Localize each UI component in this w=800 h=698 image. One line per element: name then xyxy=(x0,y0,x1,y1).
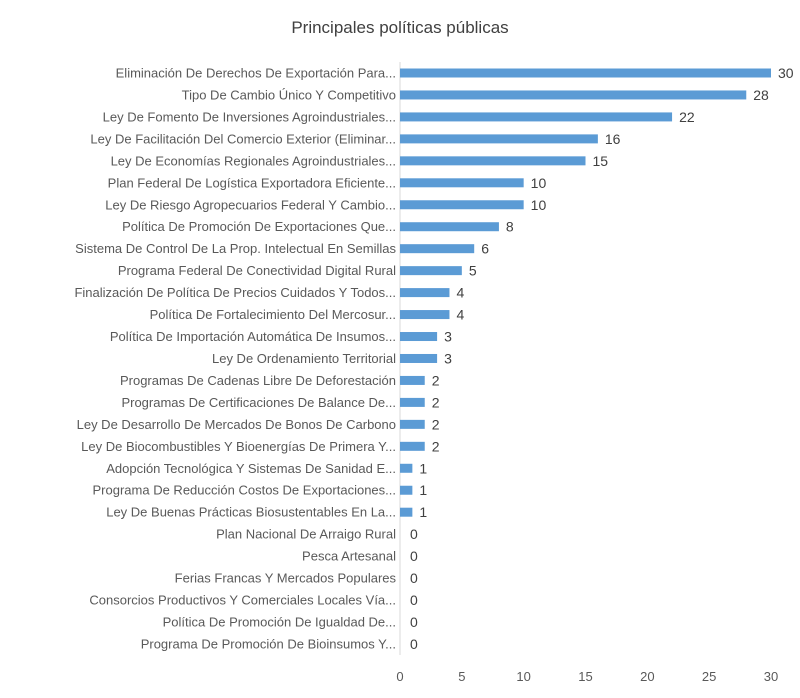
data-label: 0 xyxy=(410,636,418,652)
category-label: Sistema De Control De La Prop. Intelectu… xyxy=(75,241,396,256)
category-label: Consorcios Productivos Y Comerciales Loc… xyxy=(89,593,396,608)
bar xyxy=(400,463,413,473)
bar xyxy=(400,332,438,342)
category-label: Programas De Cadenas Libre De Deforestac… xyxy=(120,373,396,388)
category-label: Ley De Desarrollo De Mercados De Bonos D… xyxy=(77,417,396,432)
x-tick-label: 10 xyxy=(516,669,530,684)
data-label: 0 xyxy=(410,592,418,608)
category-label: Política De Promoción De Igualdad De... xyxy=(163,615,396,630)
bar xyxy=(400,375,425,385)
category-label: Plan Federal De Logística Exportadora Ef… xyxy=(108,175,396,190)
data-label: 1 xyxy=(419,482,427,498)
category-label: Finalización De Política De Precios Cuid… xyxy=(74,285,396,300)
bar xyxy=(400,200,524,210)
data-label: 1 xyxy=(419,504,427,520)
bar xyxy=(400,397,425,407)
category-label: Pesca Artesanal xyxy=(302,549,396,564)
data-label: 2 xyxy=(432,416,440,432)
data-label: 0 xyxy=(410,548,418,564)
data-label: 2 xyxy=(432,394,440,410)
category-label: Programa Federal De Conectividad Digital… xyxy=(118,263,396,278)
data-label: 0 xyxy=(410,570,418,586)
data-label: 8 xyxy=(506,219,514,235)
bar xyxy=(400,222,499,232)
category-label: Ley De Fomento De Inversiones Agroindust… xyxy=(103,109,396,124)
category-label: Programa De Reducción Costos De Exportac… xyxy=(93,483,396,498)
data-label: 0 xyxy=(410,526,418,542)
bar xyxy=(400,266,462,276)
data-label: 0 xyxy=(410,614,418,630)
bar xyxy=(400,310,450,320)
data-label: 22 xyxy=(679,109,695,125)
x-tick-label: 5 xyxy=(458,669,465,684)
x-tick-label: 0 xyxy=(396,669,403,684)
bar xyxy=(400,419,425,429)
data-label: 15 xyxy=(593,153,609,169)
x-tick-label: 30 xyxy=(764,669,778,684)
bar xyxy=(400,112,673,122)
category-label: Ferias Francas Y Mercados Populares xyxy=(175,571,397,586)
bar xyxy=(400,90,747,100)
category-label: Eliminación De Derechos De Exportación P… xyxy=(116,66,396,81)
bar xyxy=(400,244,475,254)
bar xyxy=(400,178,524,188)
bar xyxy=(400,441,425,451)
category-label: Ley De Economías Regionales Agroindustri… xyxy=(111,153,396,168)
bar xyxy=(400,68,771,78)
data-label: 5 xyxy=(469,263,477,279)
data-label: 6 xyxy=(481,241,489,257)
data-label: 30 xyxy=(778,65,794,81)
bar xyxy=(400,353,438,363)
x-tick-label: 20 xyxy=(640,669,654,684)
category-label: Adopción Tecnológica Y Sistemas De Sanid… xyxy=(106,461,396,476)
data-label: 4 xyxy=(456,285,464,301)
category-label: Ley De Buenas Prácticas Biosustentables … xyxy=(106,505,396,520)
x-tick-label: 25 xyxy=(702,669,716,684)
category-label: Política De Fortalecimiento Del Mercosur… xyxy=(150,307,396,322)
data-label: 2 xyxy=(432,372,440,388)
bar xyxy=(400,156,586,166)
data-label: 4 xyxy=(456,307,464,323)
category-label: Programa De Promoción De Bioinsumos Y... xyxy=(141,636,396,651)
category-label: Plan Nacional De Arraigo Rural xyxy=(216,527,396,542)
category-label: Ley De Riesgo Agropecuarios Federal Y Ca… xyxy=(105,197,396,212)
bar xyxy=(400,507,413,517)
bar xyxy=(400,288,450,298)
bar xyxy=(400,485,413,495)
data-label: 28 xyxy=(753,87,769,103)
category-label: Ley De Ordenamiento Territorial xyxy=(212,351,396,366)
category-label: Programas De Certificaciones De Balance … xyxy=(121,395,396,410)
category-label: Ley De Facilitación Del Comercio Exterio… xyxy=(90,131,396,146)
chart-title: Principales políticas públicas xyxy=(291,18,508,37)
bar xyxy=(400,134,598,144)
data-label: 1 xyxy=(419,460,427,476)
category-label: Ley De Biocombustibles Y Bioenergías De … xyxy=(81,439,396,454)
x-tick-label: 15 xyxy=(578,669,592,684)
data-label: 16 xyxy=(605,131,621,147)
category-label: Política De Promoción De Exportaciones Q… xyxy=(122,219,396,234)
data-label: 10 xyxy=(531,175,547,191)
data-label: 10 xyxy=(531,197,547,213)
data-label: 3 xyxy=(444,329,452,345)
category-label: Tipo De Cambio Único Y Competitivo xyxy=(182,87,396,102)
data-label: 2 xyxy=(432,438,440,454)
category-label: Política De Importación Automática De In… xyxy=(110,329,396,344)
data-label: 3 xyxy=(444,350,452,366)
